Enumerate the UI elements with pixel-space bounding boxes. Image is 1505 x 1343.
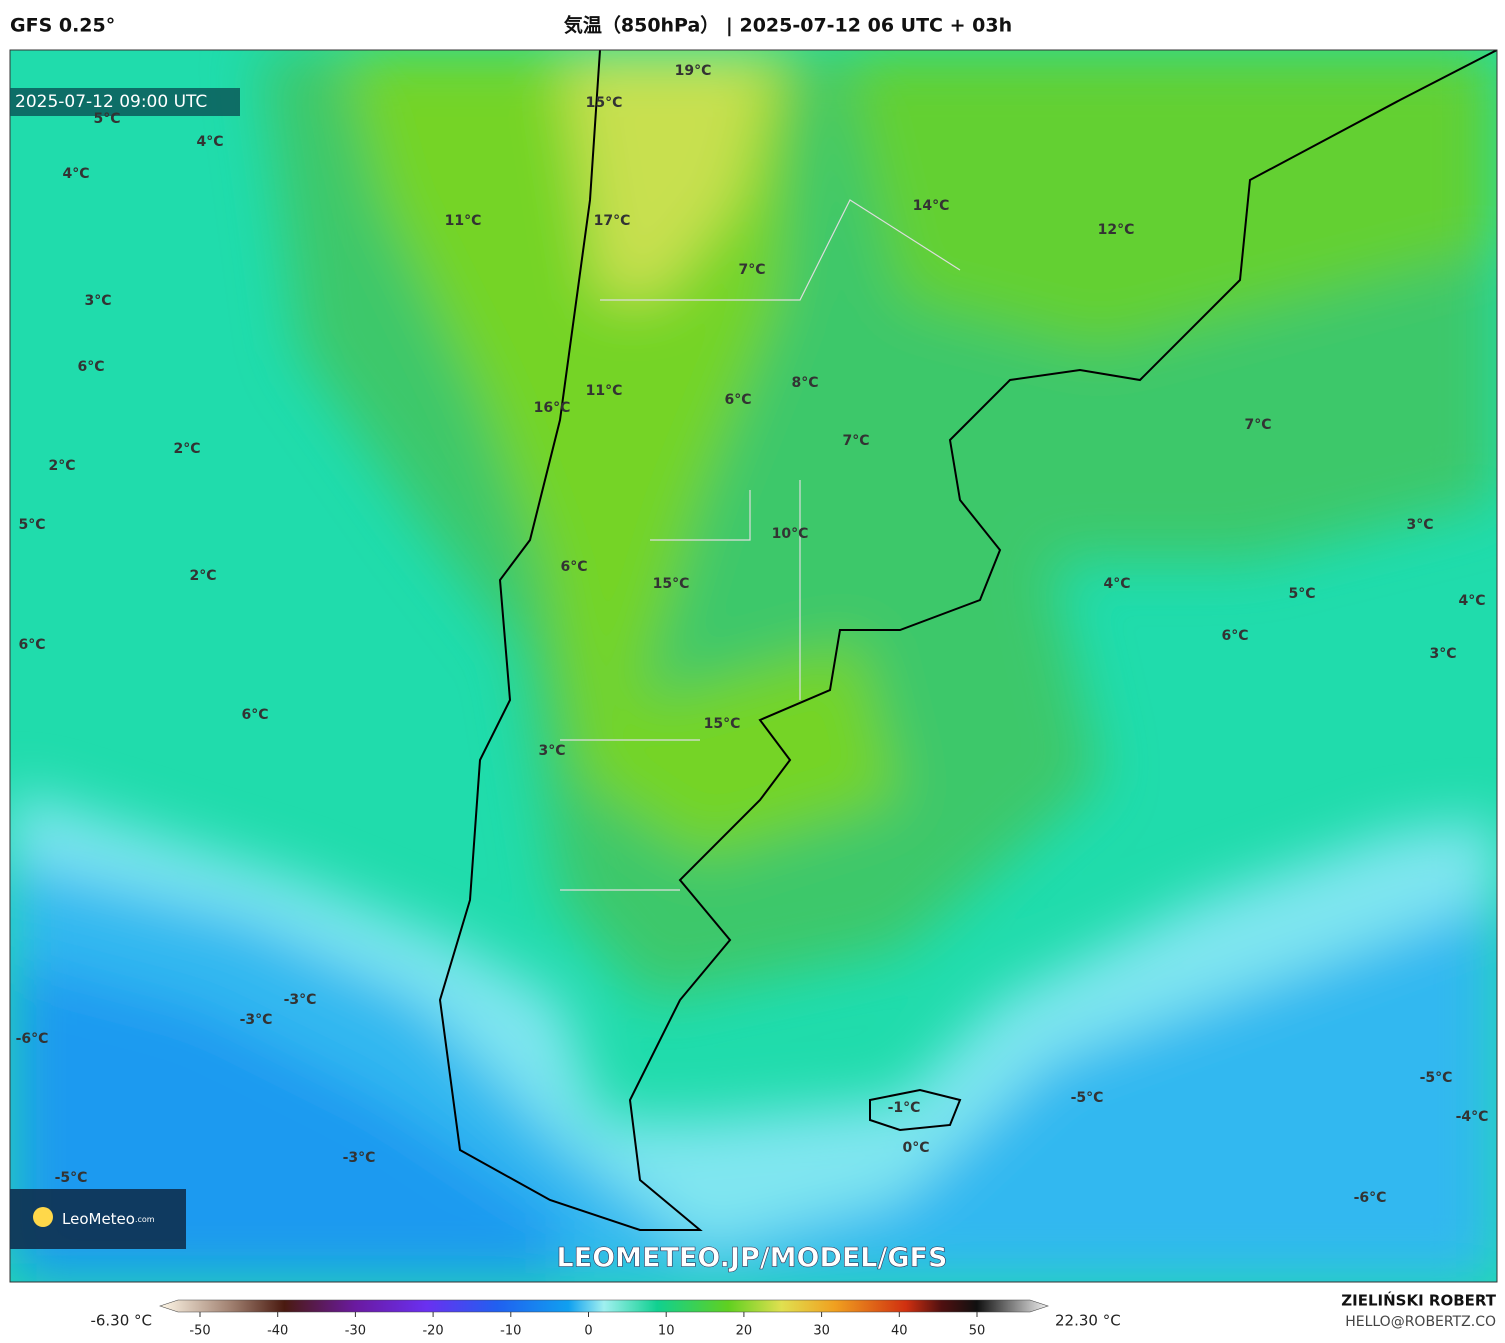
temp-label: 4°C [1458,593,1485,609]
colorbar-tick-label: 30 [813,1324,830,1339]
model-name: GFS 0.25° [10,15,115,37]
temp-label: 4°C [62,166,89,182]
temp-label: 10°C [772,526,809,542]
temp-label: 5°C [1288,586,1315,602]
temp-label: 3°C [538,743,565,759]
temp-label: 2°C [189,568,216,584]
temp-label: 15°C [586,95,623,111]
temp-label: 0°C [902,1140,929,1156]
colorbar [159,1299,1049,1313]
colorbar-max: 22.30 °C [1055,1312,1121,1330]
temp-label: 3°C [1429,646,1456,662]
author: ZIELIŃSKI ROBERT [1341,1291,1496,1310]
temp-label: -3°C [240,1012,273,1028]
colorbar-tick-label: 50 [969,1324,986,1339]
map-title: 気温（850hPa） | 2025-07-12 06 UTC + 03h [564,14,1012,37]
time-badge [10,88,240,116]
temp-label: -6°C [1354,1190,1387,1206]
temp-label: -4°C [1456,1109,1489,1125]
map [10,50,1497,1282]
logo: LeoMeteo.com [62,1210,155,1228]
colorbar-tick-label: -30 [345,1324,366,1339]
colorbar-tick-label: -50 [189,1324,210,1339]
temp-label: 5°C [18,517,45,533]
valid-time: 2025-07-12 09:00 UTC [15,92,207,112]
temp-label: 3°C [84,293,111,309]
logo-suffix: .com [135,1215,155,1224]
temp-label: 6°C [1221,628,1248,644]
temp-label: -5°C [1420,1070,1453,1086]
colorbar-min: -6.30 °C [90,1312,152,1330]
temp-label: 7°C [1244,417,1271,433]
watermark: LEOMETEO.JP/MODEL/GFS [557,1243,948,1274]
colorbar-tick-label: 40 [891,1324,908,1339]
temp-label: 2°C [48,458,75,474]
temp-label: 7°C [738,262,765,278]
temp-label: -6°C [16,1031,49,1047]
temp-label: -3°C [343,1150,376,1166]
colorbar-tick-label: 0 [584,1324,592,1339]
temp-label: -3°C [284,992,317,1008]
colorbar-tick-label: -40 [267,1324,288,1339]
temp-label: -1°C [888,1100,921,1116]
temp-label: 3°C [1406,517,1433,533]
map-frame [9,49,1498,1283]
temp-label: -5°C [1071,1090,1104,1106]
temp-label: 7°C [842,433,869,449]
temp-label: 14°C [913,198,950,214]
temp-label: 11°C [586,383,623,399]
temp-label: 16°C [534,400,571,416]
temp-label: 15°C [653,576,690,592]
temp-label: 11°C [445,213,482,229]
logo-text: LeoMeteo [62,1210,135,1228]
temp-label: 6°C [18,637,45,653]
logo-sun [33,1207,53,1227]
temp-label: 17°C [594,213,631,229]
temp-label: 15°C [704,716,741,732]
colorbar-tick-label: 20 [736,1324,753,1339]
temp-label: 8°C [791,375,818,391]
contact: HELLO@ROBERTZ.CO [1345,1314,1496,1330]
temp-label: 4°C [1103,576,1130,592]
colorbar-tick-label: 10 [658,1324,675,1339]
temp-label: 4°C [196,134,223,150]
temp-label: 12°C [1098,222,1135,238]
temp-label: -5°C [55,1170,88,1186]
temp-label: 2°C [173,441,200,457]
temp-label: 6°C [241,707,268,723]
colorbar-tick-label: -20 [422,1324,443,1339]
temp-label: 5°C [93,111,120,127]
temp-label: 6°C [560,559,587,575]
temp-label: 6°C [77,359,104,375]
colorbar-tick-label: -10 [500,1324,521,1339]
temp-label: 6°C [724,392,751,408]
temp-label: 19°C [675,63,712,79]
